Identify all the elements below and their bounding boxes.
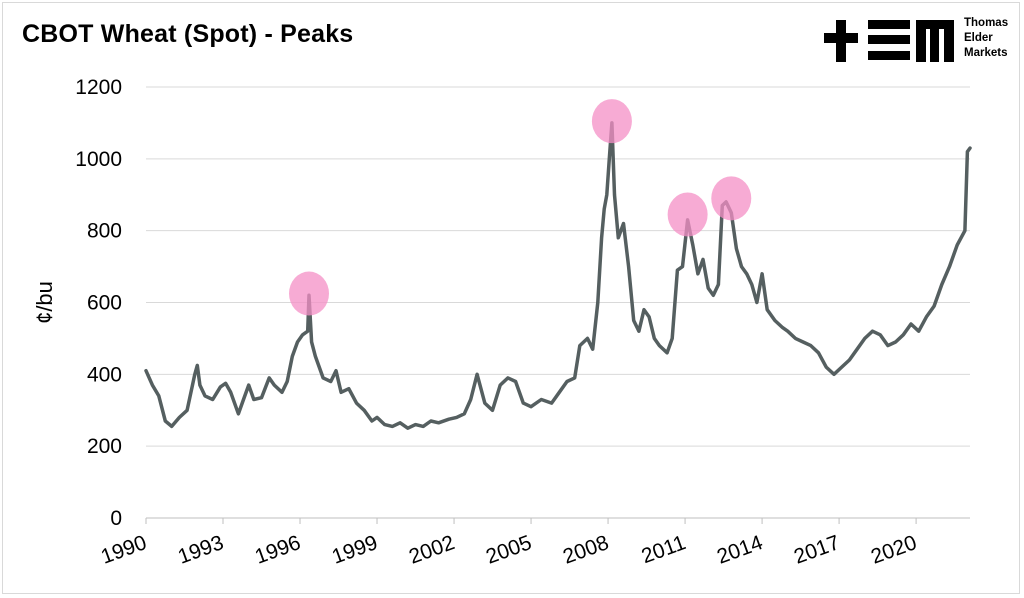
x-tick-2005: 2005 (483, 531, 535, 569)
x-tick-2002: 2002 (406, 531, 458, 569)
y-tick-1200: 1200 (75, 76, 122, 99)
y-tick-200: 200 (87, 435, 122, 458)
y-tick-0: 0 (110, 507, 122, 530)
peak-marker-4 (711, 176, 752, 221)
series-line-0 (144, 121, 972, 430)
x-tick-2011: 2011 (638, 531, 688, 568)
y-tick-400: 400 (87, 363, 122, 386)
x-tick-1999: 1999 (329, 531, 381, 569)
x-tick-1996: 1996 (252, 531, 304, 569)
x-tick-2017: 2017 (791, 531, 843, 569)
y-tick-1000: 1000 (75, 148, 122, 171)
logo-text: Thomas Elder Markets (964, 16, 1008, 61)
x-tick-labels: 1990 1993 1996 1999 2002 2005 2008 2011 2014 2017… (98, 531, 920, 569)
x-tick-1990: 1990 (98, 531, 150, 569)
gridlines (146, 86, 970, 447)
y-tick-600: 600 (87, 292, 122, 315)
x-tick-2020: 2020 (868, 531, 920, 569)
x-tick-2008: 2008 (560, 531, 612, 569)
y-tick-labels: 0 200 400 600 800 1000 1200 (75, 76, 122, 530)
series-group (144, 121, 972, 430)
y-axis-label: ¢/bu (32, 281, 57, 324)
peak-marker-3 (667, 192, 708, 237)
peak-markers (289, 99, 752, 316)
peak-marker-1 (289, 271, 330, 316)
logo-line-3: Markets (964, 47, 1008, 59)
x-tick-2014: 2014 (714, 531, 766, 569)
y-tick-800: 800 (87, 220, 122, 243)
logo-line-2: Elder (964, 32, 993, 44)
logo-line-1: Thomas (964, 17, 1009, 29)
axes (145, 517, 970, 524)
x-tick-1993: 1993 (175, 531, 227, 569)
chart-title: CBOT Wheat (Spot) - Peaks (22, 20, 354, 48)
tem-logo: Thomas Elder Markets (824, 16, 1024, 66)
peak-marker-2 (591, 99, 632, 144)
tem-logo-icon (824, 20, 954, 62)
